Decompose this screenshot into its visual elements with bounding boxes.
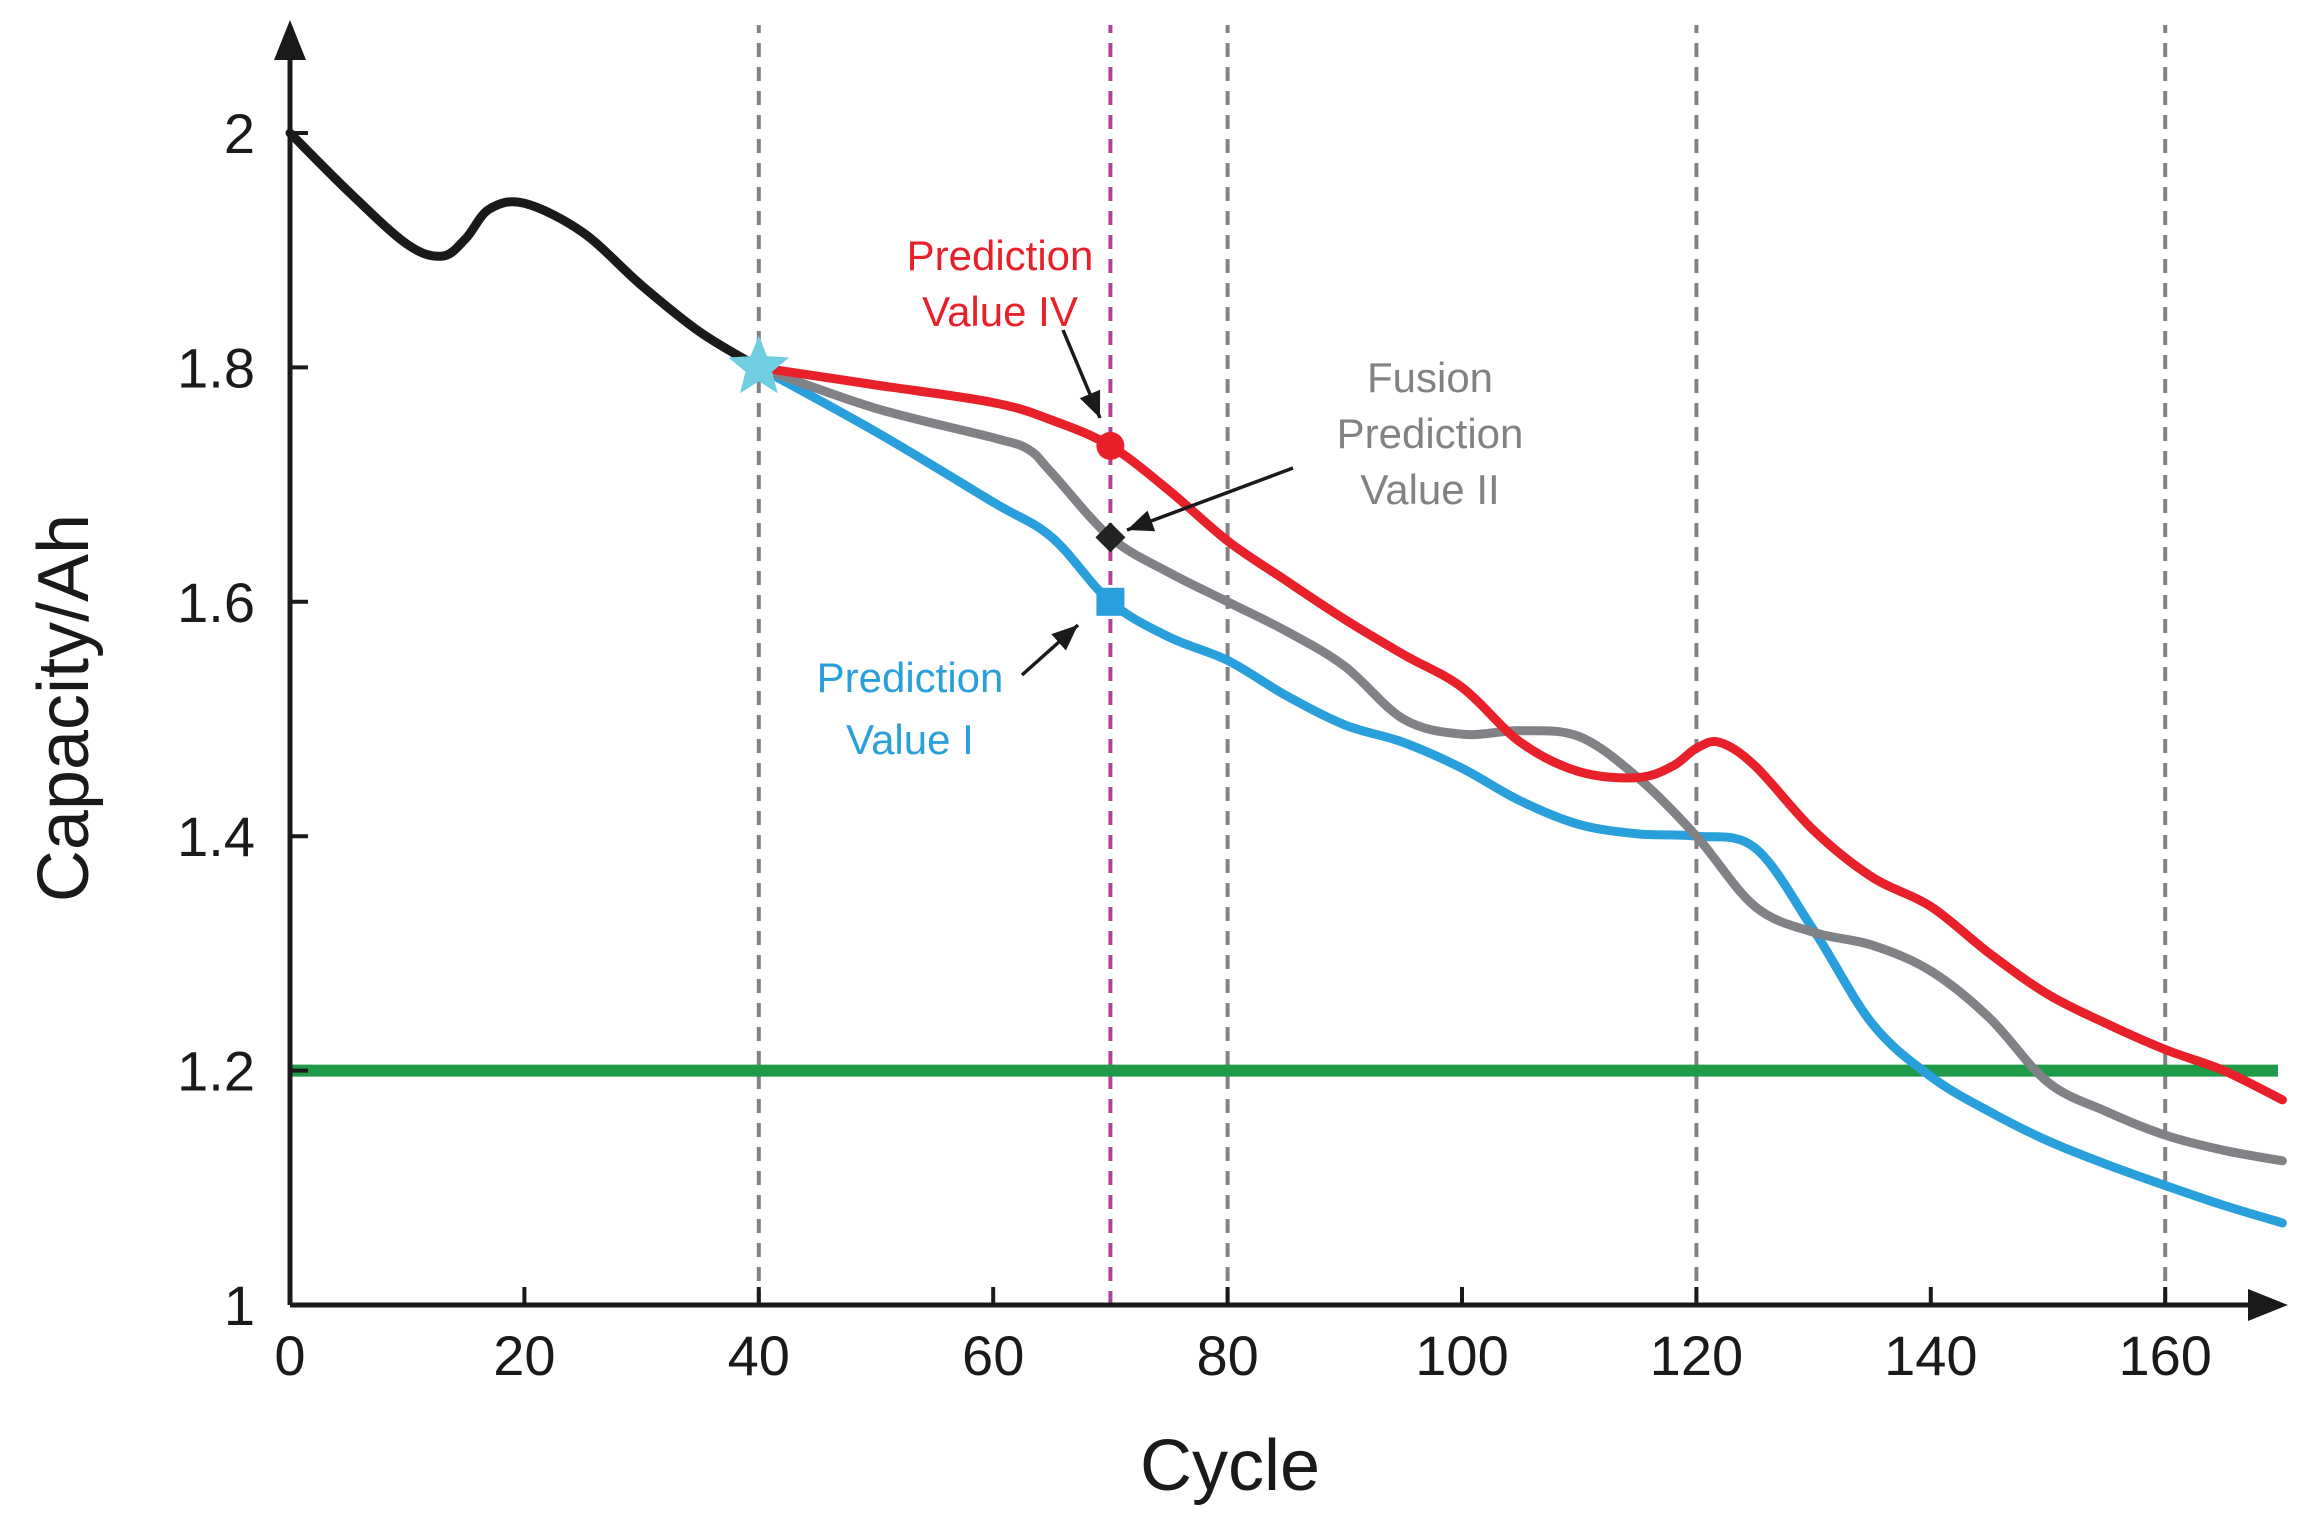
y-tick-label: 2 [224, 102, 255, 165]
annotation-arrowhead-fusion-ii [1127, 510, 1156, 532]
y-axis-arrowhead [274, 20, 306, 60]
prediction-markers [728, 335, 1126, 616]
axes [274, 20, 2288, 1321]
x-tick-label: 140 [1884, 1324, 1977, 1387]
y-tick-label: 1 [224, 1274, 255, 1337]
x-tick-label: 20 [493, 1324, 555, 1387]
y-tick-label: 1.2 [177, 1040, 255, 1103]
fusion-ii-point [1095, 522, 1126, 553]
y-axis-title: Capacity/Ah [24, 514, 104, 902]
annotation-prediction-i-line: Prediction [817, 654, 1004, 701]
annotation-fusion-ii-line: Value II [1360, 466, 1499, 513]
x-tick-label: 0 [274, 1324, 305, 1387]
x-tick-label: 60 [962, 1324, 1024, 1387]
annotation-prediction-iv-line: Value IV [922, 288, 1078, 335]
series-line-fusion-prediction-value-ii [754, 362, 2287, 1166]
annotation-arrow-fusion-ii [1126, 466, 1294, 532]
prediction-i-point [1096, 587, 1125, 616]
x-tick-label: 80 [1196, 1324, 1258, 1387]
prediction-iv-point [1096, 431, 1125, 460]
x-tick-label: 40 [728, 1324, 790, 1387]
x-tick-label: 160 [2118, 1324, 2211, 1387]
annotation-prediction-iv-line: Prediction [907, 232, 1094, 279]
x-axis-arrowhead [2248, 1289, 2288, 1321]
x-axis-title: Cycle [1140, 1426, 1320, 1506]
annotation-prediction-i-line: Value I [846, 716, 974, 763]
annotation-fusion-ii-line: Prediction [1337, 410, 1524, 457]
axis-ticks: 0 20 40 60 80 100 120 140 160 1 1.2 1.4 1.6 1.8 2 [177, 102, 2212, 1387]
y-tick-label: 1.8 [177, 336, 255, 399]
annotation-arrowhead-prediction-iv [1079, 389, 1101, 418]
series-line-prediction-value-i [754, 362, 2287, 1228]
x-tick-label: 120 [1650, 1324, 1743, 1387]
y-tick-label: 1.6 [177, 571, 255, 634]
annotation-fusion-ii-line: Fusion [1367, 354, 1493, 401]
series-lines [285, 128, 2287, 1228]
vertical-guide-lines [756, 25, 2168, 1305]
series-line-measured [285, 128, 764, 372]
annotations: Prediction Value IV Fusion Prediction Value … [817, 232, 1524, 763]
start-star-icon [728, 335, 790, 394]
annotation-arrowhead-prediction-i [1051, 625, 1078, 651]
x-tick-label: 100 [1415, 1324, 1508, 1387]
y-tick-label: 1.4 [177, 805, 255, 868]
